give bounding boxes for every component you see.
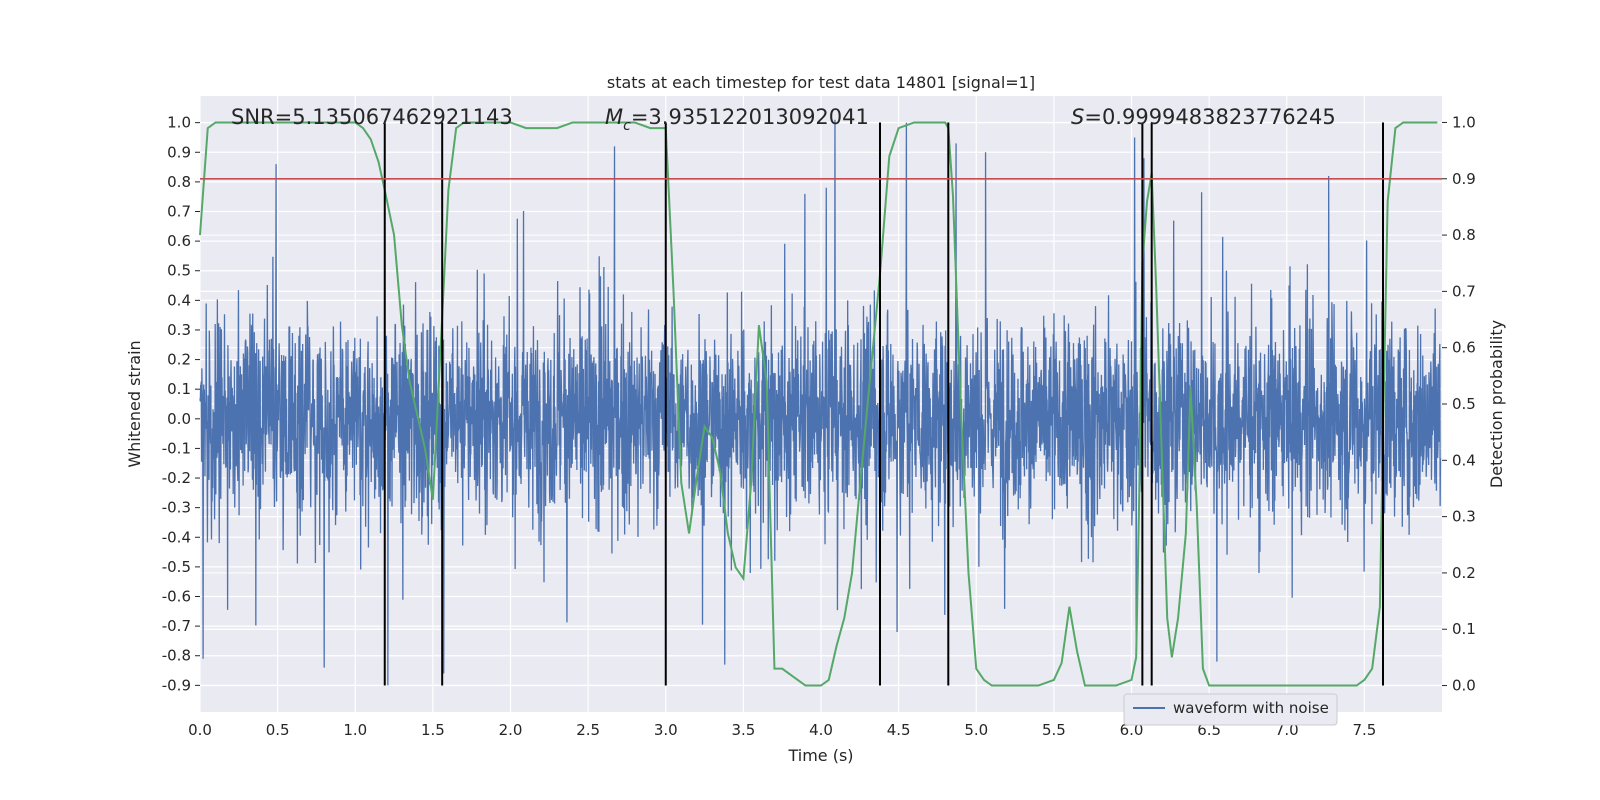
x-tick-label: 0.0	[188, 721, 212, 739]
x-tick-label: 3.0	[654, 721, 678, 739]
y-tick-label: 0.2	[167, 351, 191, 369]
x-tick-label: 7.5	[1352, 721, 1376, 739]
y-tick-label: 0.5	[167, 262, 191, 280]
x-tick-label: 1.0	[343, 721, 367, 739]
y-tick-label: -0.9	[162, 676, 191, 694]
x-tick-label: 0.5	[266, 721, 290, 739]
x-tick-label: 2.0	[499, 721, 523, 739]
s-symbol: S	[1071, 105, 1084, 129]
mc-subscript: c	[623, 118, 631, 134]
snr-annotation: SNR=5.135067462921143	[231, 105, 513, 129]
y-tick-label: 1.0	[167, 114, 191, 132]
y2-tick-label: 0.6	[1452, 339, 1476, 357]
y2-tick-label: 0.8	[1452, 226, 1476, 244]
y-tick-label: -0.7	[162, 617, 191, 635]
s-annotation: S=0.9999483823776245	[1071, 105, 1336, 129]
x-tick-label: 3.5	[731, 721, 755, 739]
x-axis-label: Time (s)	[787, 746, 853, 765]
chart-title: stats at each timestep for test data 148…	[607, 73, 1035, 92]
legend-label: waveform with noise	[1173, 699, 1329, 717]
detection-probability-line	[199, 121, 1438, 687]
y-tick-label: -0.6	[162, 588, 191, 606]
y-axis-label: Whitened strain	[125, 340, 144, 467]
y-tick-label: -0.1	[162, 439, 191, 457]
x-tick-label: 4.0	[809, 721, 833, 739]
y2-tick-label: 1.0	[1452, 113, 1476, 131]
legend: waveform with noise	[1123, 693, 1338, 726]
s-value: =0.9999483823776245	[1084, 105, 1335, 129]
y-tick-label: 0.8	[167, 173, 191, 191]
y2-tick-label: 0.1	[1452, 620, 1476, 638]
y2-tick-label: 0.3	[1452, 508, 1476, 526]
x-tick-label: 2.5	[576, 721, 600, 739]
y2-tick-label: 0.4	[1452, 451, 1476, 469]
y-tick-label: 0.0	[167, 410, 191, 428]
waveform-line	[199, 119, 1442, 686]
detection-probability-series	[199, 121, 1438, 687]
y-tick-label: -0.4	[162, 528, 191, 546]
x-tick-label: 5.5	[1042, 721, 1066, 739]
waveform-series	[199, 119, 1442, 686]
y-tick-label: 0.6	[167, 232, 191, 250]
y-tick-label: -0.8	[162, 647, 191, 665]
y-tick-label: -0.2	[162, 469, 191, 487]
mc-symbol: M	[605, 105, 623, 129]
x-tick-label: 4.5	[887, 721, 911, 739]
y-tick-label: 0.1	[167, 380, 191, 398]
vertical-lines	[383, 122, 1385, 686]
x-tick-label: 1.5	[421, 721, 445, 739]
chirp-mass-annotation: Mc=3.935122013092041	[605, 105, 869, 134]
y2-tick-label: 0.0	[1452, 677, 1476, 695]
y2-tick-label: 0.7	[1452, 282, 1476, 300]
y2-tick-label: 0.5	[1452, 395, 1476, 413]
mc-value: =3.935122013092041	[631, 105, 869, 129]
y-tick-label: 0.3	[167, 321, 191, 339]
y-tick-label: -0.5	[162, 558, 191, 576]
y-tick-label: -0.3	[162, 499, 191, 517]
y2-axis-label: Detection probability	[1487, 320, 1506, 488]
x-tick-label: 5.0	[964, 721, 988, 739]
y-tick-label: 0.7	[167, 203, 191, 221]
y-tick-label: 0.9	[167, 143, 191, 161]
y2-tick-label: 0.2	[1452, 564, 1476, 582]
legend-box	[1123, 693, 1338, 726]
y2-tick-label: 0.9	[1452, 170, 1476, 188]
y-tick-label: 0.4	[167, 291, 191, 309]
